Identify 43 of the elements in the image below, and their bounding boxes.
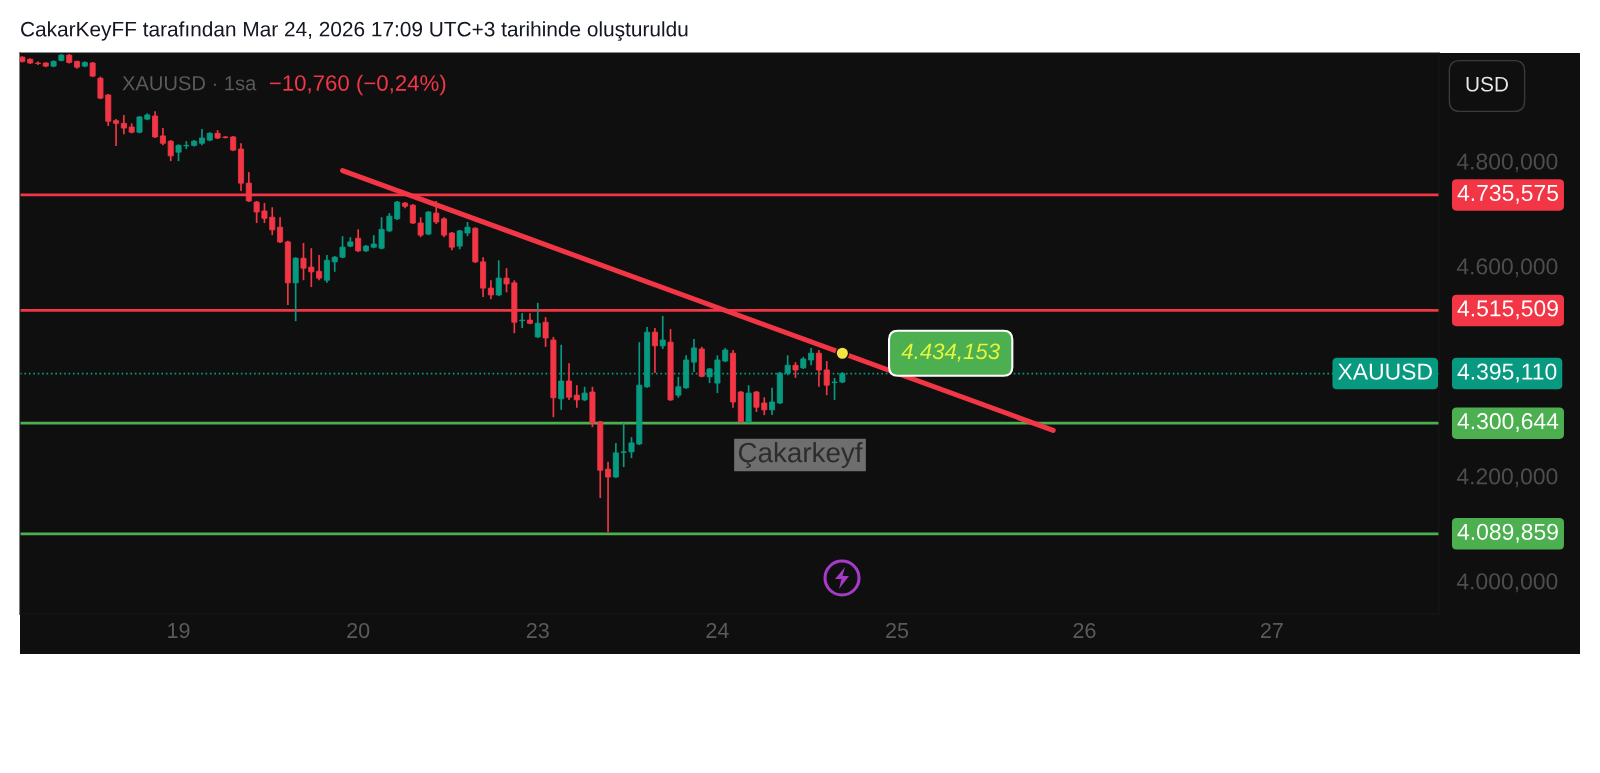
y-tick-label: 4.800,000 <box>1456 153 1558 173</box>
candlestick <box>659 315 666 350</box>
x-tick-label: 27 <box>1260 622 1283 638</box>
candlestick <box>487 279 494 300</box>
candlestick <box>542 316 549 348</box>
candlestick <box>605 460 612 533</box>
candlestick <box>495 259 502 297</box>
x-tick-label: 23 <box>526 622 549 639</box>
y-tick-label: 4.200,000 <box>1456 468 1558 488</box>
candlestick <box>113 118 120 147</box>
candlestick <box>355 228 362 253</box>
x-tick-label: 24 <box>706 622 729 638</box>
x-tick-label: 25 <box>886 622 909 639</box>
candlestick <box>815 349 822 388</box>
candlestick <box>823 360 830 396</box>
candlestick <box>534 301 541 339</box>
candlestick <box>566 362 573 401</box>
candlestick <box>651 327 658 374</box>
annotation: −10,760 (−0,24%) <box>269 74 446 96</box>
x-tick-label: 20 <box>347 622 370 639</box>
ref-line-label: 4.300,644 <box>1457 413 1559 433</box>
candlestick <box>573 384 580 409</box>
ref-line-label: 4.089,859 <box>1457 523 1558 543</box>
x-tick-label: 19 <box>168 622 190 639</box>
candlestick <box>433 200 440 225</box>
candlestick <box>441 216 448 239</box>
ref-line-label: 4.515,509 <box>1457 300 1558 320</box>
candlestick <box>519 312 526 329</box>
annotation: Çakarkeyf <box>738 441 863 469</box>
candlestick <box>152 110 159 139</box>
annotation: 4.434,153 <box>901 343 1000 362</box>
x-tick-label: 26 <box>1073 622 1096 639</box>
ref-line-label: 4.735,575 <box>1457 184 1558 204</box>
y-tick-label: 4.600,000 <box>1456 258 1558 278</box>
text: USD <box>1466 76 1508 92</box>
candlestick <box>769 386 776 416</box>
chart-title: CakarKeyFF tarafından Mar 24, 2026 17:09 UTC+3 tarihinde oluşturuldu <box>21 21 688 41</box>
y-tick-label: 4.000,000 <box>1456 573 1558 593</box>
annotation: XAUUSD <box>1338 363 1432 380</box>
text: XAUUSD · 1sa <box>122 76 257 91</box>
candlestick <box>277 216 284 244</box>
candlestick <box>690 338 697 373</box>
ref-line-label: 4.395,110 <box>1457 363 1557 383</box>
